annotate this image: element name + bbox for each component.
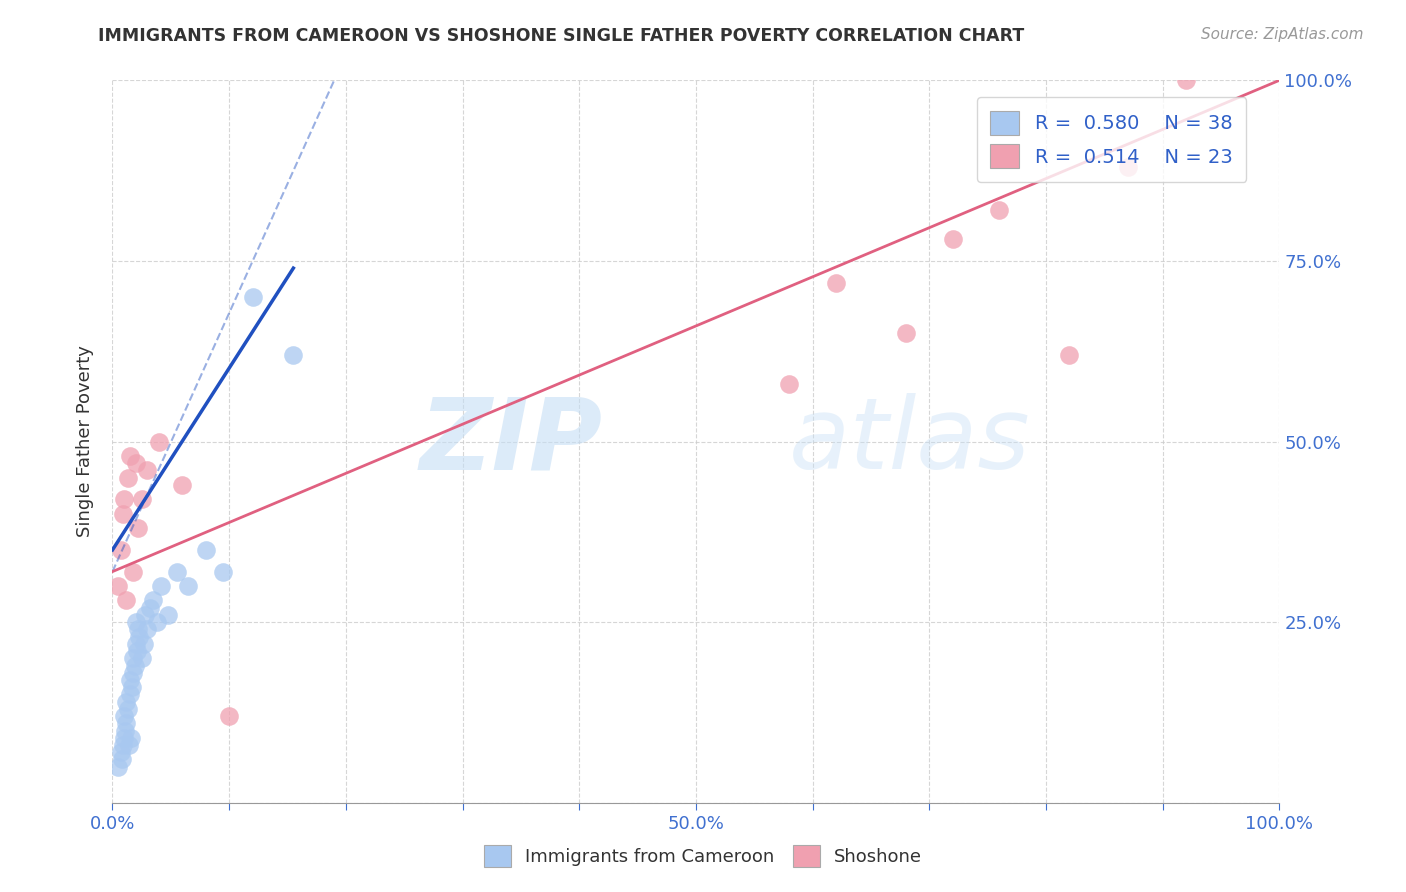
Point	[125, 615, 148, 630]
Point	[114, 723, 136, 738]
Point	[894, 326, 917, 340]
Point	[112, 709, 135, 723]
Point	[1116, 160, 1139, 174]
Point	[115, 695, 138, 709]
Point	[127, 521, 149, 535]
Point	[218, 709, 240, 723]
Point	[146, 615, 169, 630]
Point	[124, 658, 146, 673]
Point	[115, 593, 138, 607]
Point	[117, 470, 139, 484]
Point	[157, 607, 180, 622]
Point	[242, 290, 264, 304]
Point	[122, 651, 145, 665]
Point	[110, 745, 132, 759]
Point	[1175, 73, 1198, 87]
Point	[942, 232, 965, 246]
Point	[212, 565, 235, 579]
Point	[778, 376, 800, 391]
Point	[172, 478, 194, 492]
Point	[112, 492, 135, 507]
Point	[118, 738, 141, 752]
Point	[136, 623, 159, 637]
Point	[825, 276, 848, 290]
Point	[166, 565, 188, 579]
Point	[107, 760, 129, 774]
Legend: R =  0.580    N = 38, R =  0.514    N = 23: R = 0.580 N = 38, R = 0.514 N = 23	[977, 97, 1246, 182]
Point	[128, 630, 150, 644]
Point	[122, 565, 145, 579]
Point	[118, 673, 141, 687]
Point	[1059, 348, 1081, 362]
Point	[120, 731, 142, 745]
Point	[111, 738, 134, 752]
Point	[125, 637, 148, 651]
Point	[136, 463, 159, 477]
Point	[117, 702, 139, 716]
Point	[110, 542, 132, 557]
Point	[112, 731, 135, 745]
Text: Source: ZipAtlas.com: Source: ZipAtlas.com	[1201, 27, 1364, 42]
Point	[194, 542, 217, 557]
Point	[131, 651, 153, 665]
Point	[115, 716, 138, 731]
Point	[118, 687, 141, 701]
Point	[139, 600, 162, 615]
Point	[125, 456, 148, 470]
Point	[111, 507, 134, 521]
Point	[283, 348, 305, 362]
Point	[107, 579, 129, 593]
Point	[111, 752, 134, 766]
Point	[134, 607, 156, 622]
Point	[121, 680, 143, 694]
Legend: Immigrants from Cameroon, Shoshone: Immigrants from Cameroon, Shoshone	[477, 838, 929, 874]
Text: IMMIGRANTS FROM CAMEROON VS SHOSHONE SINGLE FATHER POVERTY CORRELATION CHART: IMMIGRANTS FROM CAMEROON VS SHOSHONE SIN…	[98, 27, 1025, 45]
Text: atlas: atlas	[789, 393, 1031, 490]
Point	[131, 492, 153, 507]
Text: ZIP: ZIP	[419, 393, 603, 490]
Point	[148, 434, 170, 449]
Point	[125, 644, 148, 658]
Point	[118, 449, 141, 463]
Point	[122, 665, 145, 680]
Point	[127, 623, 149, 637]
Y-axis label: Single Father Poverty: Single Father Poverty	[76, 345, 94, 538]
Point	[132, 637, 155, 651]
Point	[150, 579, 173, 593]
Point	[988, 203, 1011, 218]
Point	[177, 579, 200, 593]
Point	[142, 593, 165, 607]
